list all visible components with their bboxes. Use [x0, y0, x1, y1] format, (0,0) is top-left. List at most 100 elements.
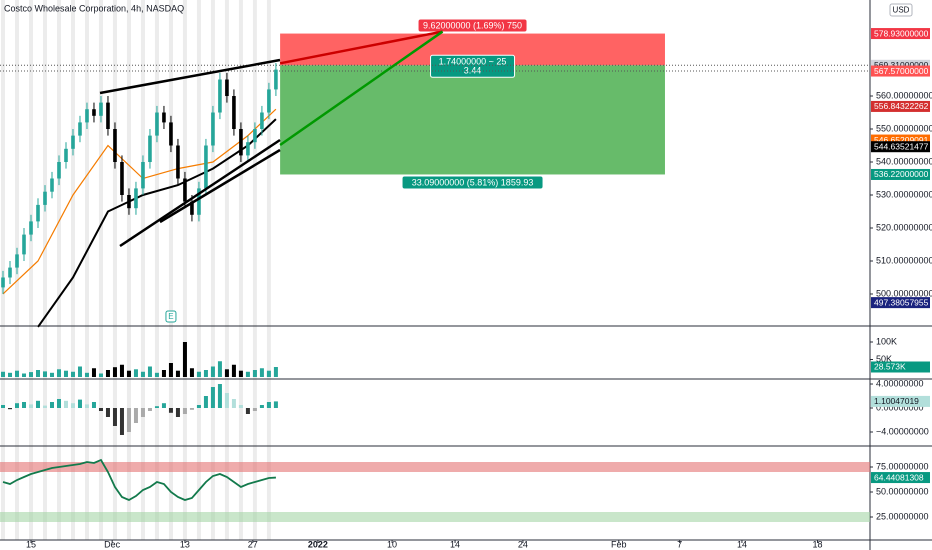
session-stripe: [168, 0, 173, 540]
price-badge: [871, 297, 930, 309]
volume-bar: [15, 370, 20, 377]
macd-bar: [231, 399, 236, 409]
price-badge: [871, 28, 930, 40]
volume-bar: [168, 363, 173, 377]
price-badge-label: 546.65209091: [874, 135, 929, 145]
candle-body: [176, 145, 180, 179]
y-tick-label: −4.00000000: [876, 426, 929, 436]
macd-bar: [245, 408, 250, 414]
macd-bar: [1, 405, 6, 409]
session-stripe: [112, 0, 117, 540]
macd-bar: [168, 408, 173, 413]
y-tick-label: 75.00000000: [876, 461, 929, 471]
candle-body: [64, 148, 68, 163]
label-bg: [430, 54, 516, 78]
candle-body: [218, 79, 222, 113]
position-target-label: 9.62000000 (1.69%) 750: [423, 20, 522, 30]
last-badge: [871, 361, 930, 373]
currency: USD: [893, 6, 910, 15]
session-stripe: [238, 0, 243, 540]
macd-bar: [42, 405, 47, 409]
price-badge: [871, 59, 930, 71]
candle-body: [246, 142, 250, 156]
x-tick-label: Feb: [611, 539, 627, 549]
volume-bar: [42, 371, 47, 377]
candle-body: [239, 129, 243, 156]
volume-bar: [112, 367, 117, 377]
price-badge: [871, 141, 930, 153]
x-tick-label: 10: [387, 539, 397, 549]
macd-bar: [35, 400, 40, 409]
candle-body: [211, 112, 215, 146]
price-badge-label: 544.63521477: [874, 141, 929, 151]
candle-body: [78, 122, 82, 136]
volume-bar: [8, 372, 13, 377]
macd-bar: [189, 408, 194, 410]
macd-bar: [112, 408, 117, 426]
macd-bar: [182, 408, 187, 414]
session-stripe: [196, 0, 201, 540]
session-stripe: [182, 0, 187, 540]
position-ratio: 3.44: [464, 66, 482, 76]
volume-bar: [35, 370, 40, 377]
y-tick-label: 540.00000000: [876, 156, 932, 166]
label-bg: [418, 19, 527, 32]
candle-body: [204, 145, 208, 189]
price-badge-label: 567.57000000: [874, 66, 929, 76]
session-stripe: [252, 0, 257, 540]
macd-bar: [63, 400, 68, 409]
candle-body: [15, 254, 19, 268]
volume-bar: [259, 368, 264, 377]
price-badge-label: 556.84322262: [874, 101, 929, 111]
x-tick-label: 13: [180, 539, 190, 549]
y-tick-label: 520.00000000: [876, 222, 932, 232]
macd-bar: [77, 399, 82, 409]
trendline: [119, 138, 281, 248]
position-line: [279, 30, 444, 147]
candle-body: [169, 122, 173, 146]
macd-bar: [22, 402, 27, 409]
candle-body: [127, 195, 131, 209]
candle-body: [260, 112, 264, 130]
y-tick-label: 510.00000000: [876, 255, 932, 265]
macd-bar: [105, 408, 110, 417]
candle-body: [1, 277, 5, 288]
background: [1, 0, 271, 540]
candle-body: [85, 109, 89, 123]
volume-bar: [175, 370, 180, 377]
y-tick-label: 560.00000000: [876, 90, 932, 100]
volume-bar: [49, 372, 54, 377]
price-badge-label: 536.22000000: [874, 169, 929, 179]
candle-body: [106, 102, 110, 130]
x-tick-label: 14: [450, 539, 460, 549]
position-line: [279, 30, 443, 65]
volume-bar: [119, 364, 124, 377]
volume-bar: [203, 370, 208, 377]
volume-bar: [154, 372, 159, 377]
volume-bar: [105, 370, 110, 377]
candle-body: [50, 178, 54, 192]
candle-body: [183, 178, 187, 202]
candle-body: [120, 162, 124, 195]
candle-body: [92, 109, 96, 116]
volume-bar: [238, 370, 243, 377]
last-badge: [871, 395, 930, 407]
candle-body: [8, 267, 12, 278]
macd-bar: [147, 408, 152, 412]
volume-bar: [231, 364, 236, 377]
macd-bar: [84, 404, 89, 409]
volume-bar: [140, 371, 145, 377]
macd-bar: [28, 404, 33, 409]
macd-bar: [175, 408, 180, 417]
volume-bar: [98, 373, 103, 377]
volume-bar: [161, 370, 166, 377]
session-stripe: [98, 0, 103, 540]
price-badge: [871, 100, 930, 112]
session-stripe: [1, 0, 6, 540]
y-tick-label: 100K: [876, 336, 897, 346]
price-badge: [871, 168, 930, 180]
macd-bar: [91, 402, 96, 409]
volume-bar: [77, 366, 82, 377]
session-stripe: [70, 0, 75, 540]
